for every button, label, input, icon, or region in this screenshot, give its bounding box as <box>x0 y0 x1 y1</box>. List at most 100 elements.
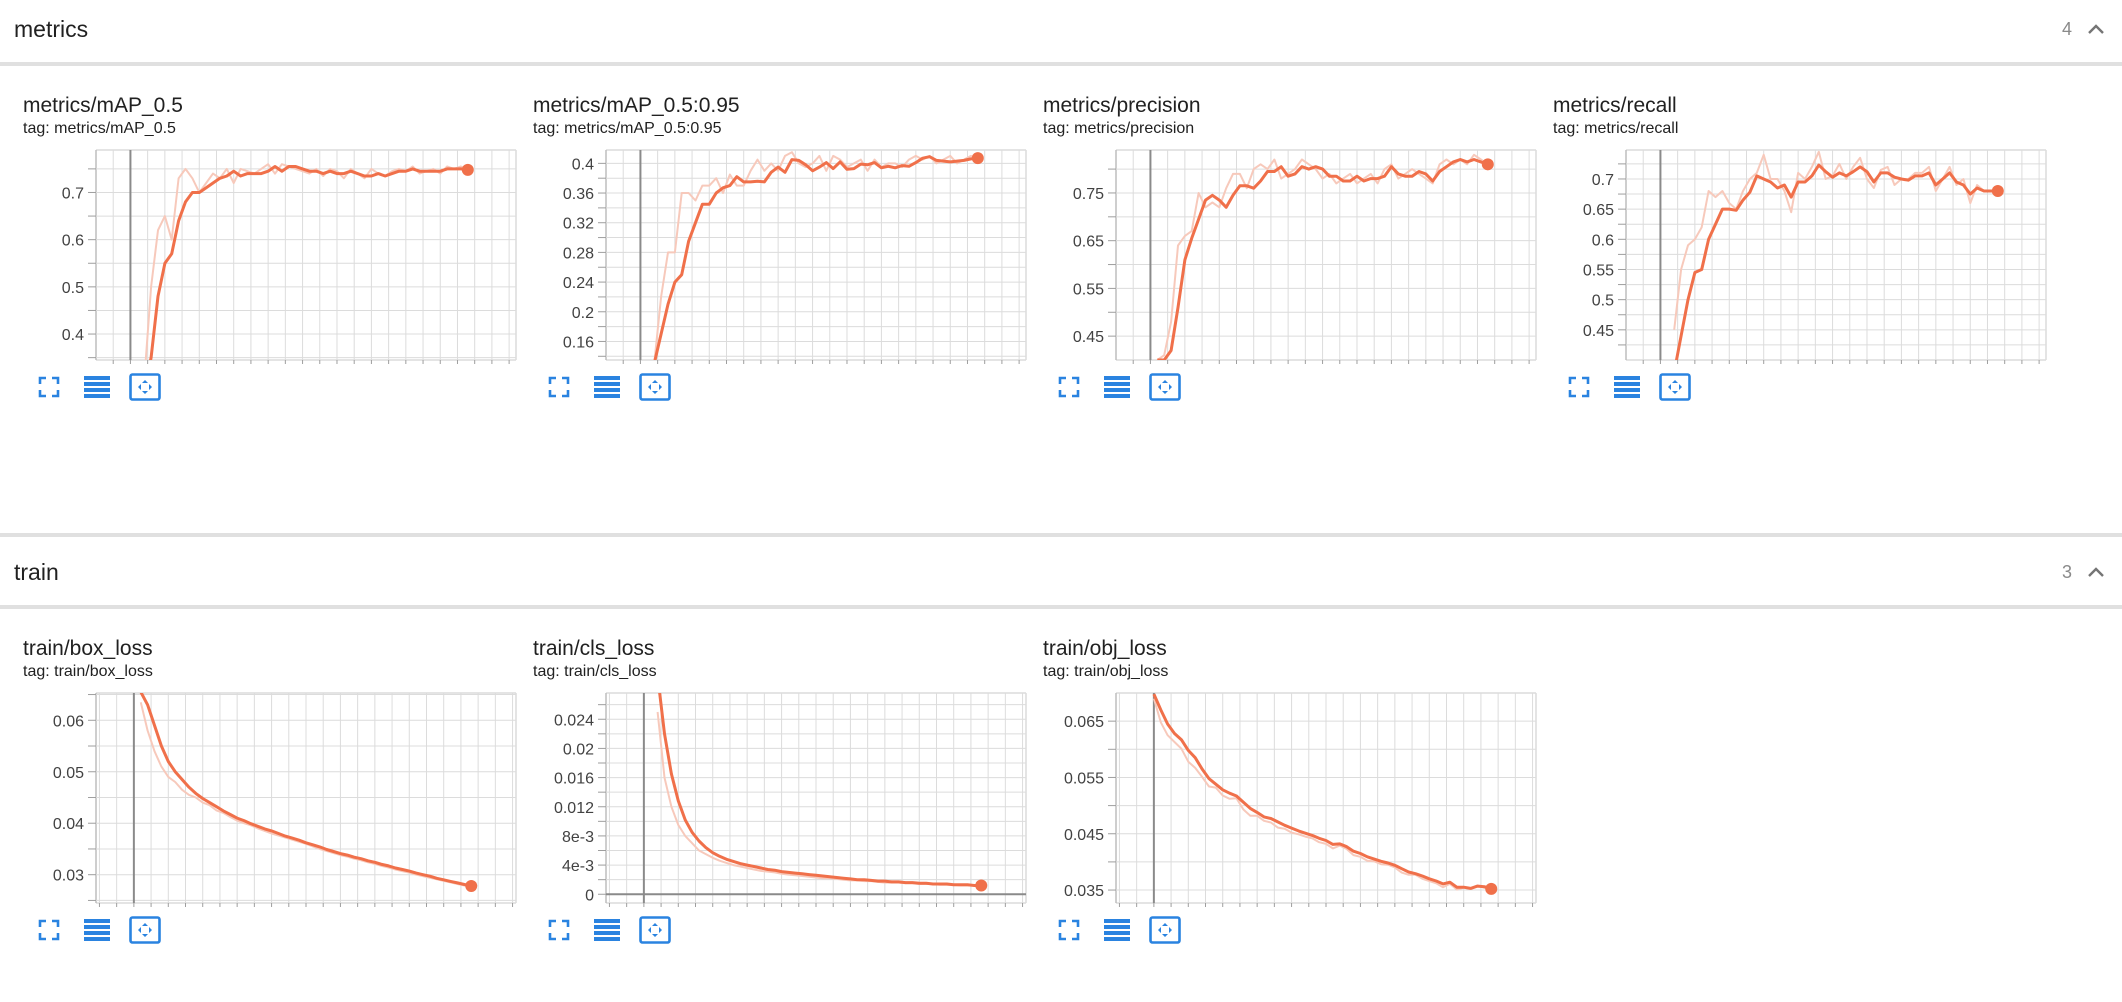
y-tick-label: 0.06 <box>53 713 84 730</box>
y-tick-label: 0.024 <box>554 712 594 729</box>
y-tick-label: 0.03 <box>53 868 84 885</box>
y-tick-label: 0.055 <box>1064 770 1104 787</box>
y-tick-label: 0.2 <box>572 305 594 322</box>
chart-plot[interactable]: 051015202530354045500.160.20.240.280.320… <box>510 144 1030 364</box>
section-title: metrics <box>14 16 89 42</box>
section-count: 3 <box>2061 562 2072 582</box>
last-point-marker <box>1485 882 1498 895</box>
last-point-marker <box>465 880 478 893</box>
chart-plot[interactable]: 051015202530354045500.450.50.550.60.650.… <box>1530 144 2050 364</box>
chart-plot[interactable]: 051015202530354045500.450.550.650.75 <box>1020 144 1540 364</box>
y-tick-label: 0.7 <box>62 185 84 202</box>
y-tick-label: 0.065 <box>1064 714 1104 731</box>
chart-title: train/obj_loss <box>1043 637 1167 660</box>
section-header-train[interactable]: train 3 <box>0 543 2122 609</box>
y-tick-label: 0.5 <box>62 280 84 297</box>
y-tick-label: 0.45 <box>1073 329 1104 346</box>
chevron-up-icon[interactable] <box>2084 18 2108 42</box>
y-tick-label: 0 <box>585 887 594 904</box>
fullscreen-icon[interactable] <box>32 370 66 404</box>
y-tick-label: 0.05 <box>53 765 84 782</box>
y-tick-label: 0.28 <box>563 245 594 262</box>
y-tick-label: 8e-3 <box>562 829 594 846</box>
chart-title: metrics/mAP_0.5:0.95 <box>533 94 740 117</box>
chart-title: train/cls_loss <box>533 637 655 660</box>
fit-domain-icon[interactable] <box>638 913 672 947</box>
chart-plot[interactable]: 051015202530354045500.40.50.60.7 <box>0 144 520 364</box>
data-table-icon[interactable] <box>1100 913 1134 947</box>
chart-tag: tag: train/obj_loss <box>1043 663 1169 680</box>
smoothed-series-line <box>1674 163 1998 360</box>
last-point-marker <box>971 152 984 165</box>
fullscreen-icon[interactable] <box>1052 370 1086 404</box>
smoothed-series-line <box>1152 693 1492 891</box>
chart-tag: tag: metrics/mAP_0.5 <box>23 120 176 137</box>
y-tick-label: 0.45 <box>1583 323 1614 340</box>
chevron-up-icon[interactable] <box>2084 561 2108 585</box>
fit-domain-icon[interactable] <box>128 913 162 947</box>
y-tick-label: 0.16 <box>563 334 594 351</box>
y-tick-label: 0.24 <box>563 275 594 292</box>
y-tick-label: 0.012 <box>554 800 594 817</box>
chart-tag: tag: train/box_loss <box>23 663 153 680</box>
chart-card: metrics/mAP_0.5:0.95 tag: metrics/mAP_0.5… <box>510 94 1027 414</box>
last-point-marker <box>461 163 474 176</box>
y-tick-label: 0.6 <box>62 233 84 250</box>
data-table-icon[interactable] <box>1100 370 1134 404</box>
chart-tag: tag: train/cls_loss <box>533 663 657 680</box>
y-tick-label: 0.045 <box>1064 827 1104 844</box>
smoothed-series-line <box>139 693 472 888</box>
chart-tag: tag: metrics/precision <box>1043 120 1195 137</box>
data-table-icon[interactable] <box>80 913 114 947</box>
fit-domain-icon[interactable] <box>638 370 672 404</box>
last-point-marker <box>1481 158 1494 171</box>
last-point-marker <box>1991 185 2004 198</box>
data-table-icon[interactable] <box>590 370 624 404</box>
raw-series-line <box>653 151 979 360</box>
section-divider <box>0 533 2122 537</box>
raw-series-line <box>1156 153 1489 360</box>
chart-title: metrics/recall <box>1553 94 1677 117</box>
chart-plot[interactable]: 0510152025303540455004e-38e-30.0120.0160… <box>510 687 1030 907</box>
fullscreen-icon[interactable] <box>1052 913 1086 947</box>
y-tick-label: 0.32 <box>563 216 594 233</box>
data-table-icon[interactable] <box>1610 370 1644 404</box>
fit-domain-icon[interactable] <box>128 370 162 404</box>
fit-domain-icon[interactable] <box>1148 370 1182 404</box>
data-table-icon[interactable] <box>590 913 624 947</box>
last-point-marker <box>975 879 988 892</box>
y-tick-label: 0.04 <box>53 816 84 833</box>
raw-series-line <box>1152 698 1492 891</box>
fullscreen-icon[interactable] <box>542 370 576 404</box>
y-tick-label: 0.4 <box>62 327 84 344</box>
fullscreen-icon[interactable] <box>1562 370 1596 404</box>
fullscreen-icon[interactable] <box>32 913 66 947</box>
y-tick-label: 0.55 <box>1073 281 1104 298</box>
data-table-icon[interactable] <box>80 370 114 404</box>
y-tick-label: 0.02 <box>563 741 594 758</box>
smoothed-series-line <box>1157 158 1489 360</box>
section-count: 4 <box>2061 19 2072 39</box>
y-tick-label: 4e-3 <box>562 858 594 875</box>
chart-tag: tag: metrics/recall <box>1553 120 1679 137</box>
chart-plot[interactable]: 051015202530354045500.030.040.050.06 <box>0 687 520 907</box>
y-tick-label: 0.4 <box>572 156 594 173</box>
y-tick-label: 0.36 <box>563 186 594 203</box>
section-title: train <box>14 559 59 585</box>
fullscreen-icon[interactable] <box>542 913 576 947</box>
y-tick-label: 0.6 <box>1592 232 1614 249</box>
fit-domain-icon[interactable] <box>1658 370 1692 404</box>
y-tick-label: 0.65 <box>1073 234 1104 251</box>
chart-title: metrics/precision <box>1043 94 1201 117</box>
raw-series-line <box>656 711 982 887</box>
fit-domain-icon[interactable] <box>1148 913 1182 947</box>
section-header-metrics[interactable]: metrics 4 <box>0 0 2122 66</box>
smoothed-series-line <box>658 693 982 887</box>
y-tick-label: 0.5 <box>1592 293 1614 310</box>
